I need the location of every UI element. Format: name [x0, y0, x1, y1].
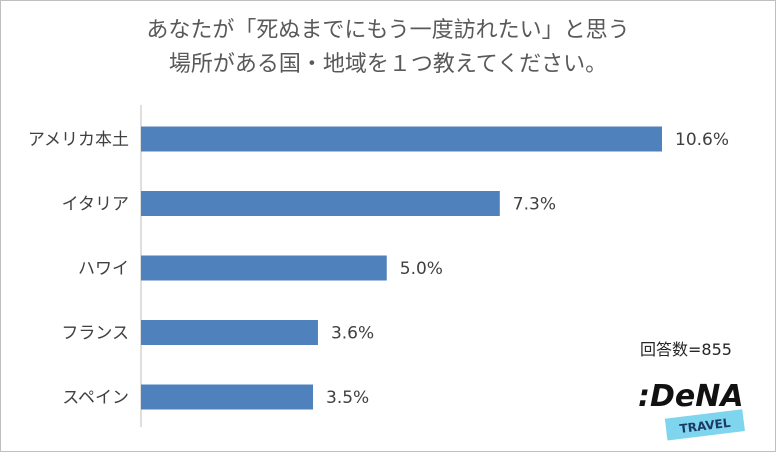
chart-title-line-2: 場所がある国・地域を１つ教えてください。: [168, 52, 608, 77]
chart-title-line-1: あなたが「死ぬまでにもう一度訪れたい」と思う: [146, 18, 630, 43]
chart-title: あなたが「死ぬまでにもう一度訪れたい」と思う 場所がある国・地域を１つ教えてくだ…: [0, 14, 776, 82]
data-label: 3.5%: [326, 388, 369, 408]
logo-tag-background: [664, 409, 745, 441]
bar: [141, 126, 662, 152]
data-label: 3.6%: [331, 324, 374, 344]
category-label: スペイン: [62, 388, 129, 408]
logo-wordmark: :DeNA: [638, 379, 744, 414]
dena-travel-logo: :DeNA TRAVEL: [638, 379, 745, 441]
logo-tag-text: TRAVEL: [679, 416, 732, 436]
category-label: イタリア: [62, 195, 129, 215]
data-label: 5.0%: [400, 259, 443, 279]
bars: アメリカ本土 10.6% イタリア 7.3% ハワイ 5.0% フランス 3.6% スペイン 3.…: [28, 126, 729, 410]
bar: [141, 191, 500, 216]
bar: [141, 384, 314, 410]
category-label: ハワイ: [78, 259, 129, 279]
data-label: 10.6%: [675, 130, 729, 150]
category-label: フランス: [61, 324, 129, 344]
category-label: アメリカ本土: [28, 130, 129, 150]
bar: [141, 320, 318, 345]
data-label: 7.3%: [513, 195, 556, 215]
bar: [141, 255, 387, 281]
sample-size-label: 回答数=855: [640, 340, 732, 359]
